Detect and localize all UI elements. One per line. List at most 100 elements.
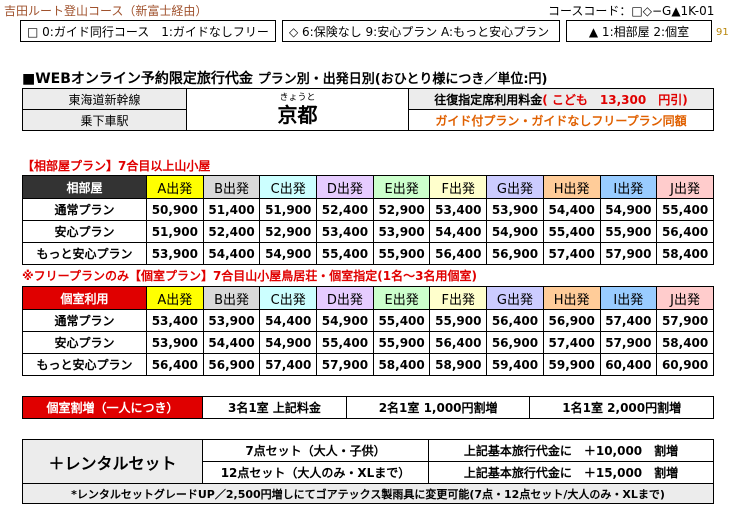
dorm-header-label: 相部屋 [22, 175, 147, 199]
private-price-cell: 57,900 [599, 331, 658, 354]
private-price-cell: 54,400 [259, 309, 318, 332]
dorm-price-cell: 53,400 [316, 220, 374, 243]
private-plan-label: ※フリープランのみ【個室プラン】7合目山小屋鳥居荘・個室指定(1名～3名用個室) [22, 269, 477, 283]
section-subtitle: プラン別・出発日別(おひとり様につき／単位:円) [257, 72, 548, 87]
surcharge-3p: 3名1室 上記料金 [202, 396, 347, 419]
dorm-price-cell: 53,900 [372, 220, 431, 243]
surcharge-2p: 2名1室 1,000円割増 [345, 396, 531, 419]
dorm-price-cell: 55,900 [599, 220, 658, 243]
private-price-cell: 60,900 [656, 353, 714, 376]
private-price-cell: 56,400 [486, 309, 544, 332]
private-price-cell: 58,400 [372, 353, 431, 376]
fare-label: 往復指定席利用料金 [434, 92, 543, 107]
dorm-price-cell: 55,400 [316, 242, 374, 265]
private-price-cell: 54,900 [316, 309, 374, 332]
dorm-price-cell: 52,900 [372, 198, 431, 221]
private-price-cell: 55,900 [429, 309, 488, 332]
private-price-cell: 55,400 [316, 331, 374, 354]
dorm-col-header: C出発 [259, 175, 318, 199]
dorm-price-cell: 52,400 [202, 220, 261, 243]
private-price-cell: 57,900 [316, 353, 374, 376]
dorm-price-cell: 57,900 [599, 242, 658, 265]
line-label: 東海道新幹線 [22, 88, 187, 110]
private-price-cell: 56,400 [429, 331, 488, 354]
dorm-price-cell: 54,400 [542, 198, 601, 221]
fare-cell: 往復指定席利用料金( こども 13,300 円引) [408, 88, 714, 110]
private-price-cell: 56,900 [202, 353, 261, 376]
private-col-header: D出発 [316, 286, 374, 310]
private-col-header: H出発 [542, 286, 601, 310]
dorm-price-cell: 54,900 [486, 220, 544, 243]
dorm-col-header: D出発 [316, 175, 374, 199]
dorm-price-cell: 54,400 [429, 220, 488, 243]
dorm-row-label: 通常プラン [22, 198, 147, 221]
dorm-price-table: 相部屋 A出発 B出発 C出発 D出発 E出発 F出発 G出発 H出発 I出発 J出発 通常プラン… [22, 175, 714, 265]
station-name: 京都 [277, 102, 318, 127]
private-price-cell: 57,400 [599, 309, 658, 332]
dorm-col-header: H出発 [542, 175, 601, 199]
dorm-col-header: I出発 [599, 175, 658, 199]
dorm-price-cell: 54,400 [202, 242, 261, 265]
private-price-cell: 56,400 [146, 353, 204, 376]
dorm-price-cell: 51,900 [146, 220, 204, 243]
private-surcharge-table: 個室割増（一人につき） 3名1室 上記料金 2名1室 1,000円割増 1名1室… [22, 396, 714, 419]
dorm-price-cell: 51,900 [259, 198, 318, 221]
course-code: コースコード：□◇−G▲1K-01 [548, 4, 715, 18]
section-title-main: ■WEBオンライン予約限定旅行代金 [22, 71, 253, 87]
dorm-price-cell: 57,400 [542, 242, 601, 265]
private-price-cell: 56,900 [542, 309, 601, 332]
dorm-price-cell: 53,400 [429, 198, 488, 221]
private-col-header: C出発 [259, 286, 318, 310]
private-price-cell: 53,400 [146, 309, 204, 332]
dorm-col-header: B出発 [202, 175, 261, 199]
station-label: 乗下車駅 [22, 109, 187, 131]
private-row-label: もっと安心プラン [22, 353, 147, 376]
insurance-options: ◇ 6:保険なし 9:安心プラン A:もっと安心プラン [282, 20, 560, 42]
dorm-col-header: E出発 [372, 175, 431, 199]
table-row: 通常プラン 53,400 53,900 54,400 54,900 55,400 55,90… [22, 309, 714, 332]
private-price-cell: 53,900 [202, 309, 261, 332]
private-header-label: 個室利用 [22, 286, 147, 310]
dorm-row-label: もっと安心プラン [22, 242, 147, 265]
dorm-price-cell: 52,900 [259, 220, 318, 243]
rental-7-set: 7点セット（大人・子供） [202, 439, 429, 462]
private-price-cell: 54,900 [259, 331, 318, 354]
station-cell: きょうと 京都 [186, 88, 409, 131]
dorm-price-cell: 55,400 [656, 198, 714, 221]
dorm-plan-label: 【相部屋プラン】7合目以上山小屋 [22, 159, 211, 173]
private-price-cell: 56,900 [486, 331, 544, 354]
private-price-cell: 59,900 [542, 353, 601, 376]
station-ruby: きょうと [279, 92, 316, 103]
guide-note: ガイド付プラン・ガイドなしフリープラン同額 [408, 109, 714, 131]
private-col-header: B出発 [202, 286, 261, 310]
guide-options: □ 0:ガイド同行コース 1:ガイドなしフリー [20, 20, 276, 42]
dorm-price-cell: 54,900 [259, 242, 318, 265]
table-row: 安心プラン 53,900 54,400 54,900 55,400 55,900 56,40… [22, 331, 714, 354]
private-price-cell: 58,400 [656, 331, 714, 354]
dorm-price-cell: 51,400 [202, 198, 261, 221]
rental-12-price: 上記基本旅行代金に ＋15,000 割増 [428, 461, 714, 484]
private-price-cell: 54,400 [202, 331, 261, 354]
private-price-cell: 58,900 [429, 353, 488, 376]
rental-12-set: 12点セット（大人のみ・XLまで） [202, 461, 429, 484]
rental-7-price: 上記基本旅行代金に ＋10,000 割増 [428, 439, 714, 462]
dorm-price-cell: 54,900 [599, 198, 658, 221]
private-row-label: 安心プラン [22, 331, 147, 354]
dorm-price-cell: 56,400 [656, 220, 714, 243]
dorm-col-header: F出発 [429, 175, 488, 199]
dorm-price-cell: 55,900 [372, 242, 431, 265]
dorm-price-cell: 53,900 [146, 242, 204, 265]
private-price-cell: 60,400 [599, 353, 658, 376]
dorm-price-cell: 52,400 [316, 198, 374, 221]
dorm-price-cell: 53,900 [486, 198, 544, 221]
page-number: 91 [716, 27, 729, 38]
rental-label: ＋レンタルセット [22, 439, 203, 484]
private-price-table: 個室利用 A出発 B出発 C出発 D出発 E出発 F出発 G出発 H出発 I出発 J出発 通常プラ… [22, 286, 714, 376]
dorm-col-header: A出発 [146, 175, 204, 199]
private-row-label: 通常プラン [22, 309, 147, 332]
private-price-cell: 57,400 [542, 331, 601, 354]
rental-upgrade-note: *レンタルセットグレードUP／2,500円増しにてゴアテックス製雨具に変更可能(… [22, 483, 714, 504]
section-title: ■WEBオンライン予約限定旅行代金 プラン別・出発日別(おひとり様につき／単位:… [22, 68, 547, 88]
private-col-header: F出発 [429, 286, 488, 310]
table-row: もっと安心プラン 56,400 56,900 57,400 57,900 58,400 58… [22, 353, 714, 376]
